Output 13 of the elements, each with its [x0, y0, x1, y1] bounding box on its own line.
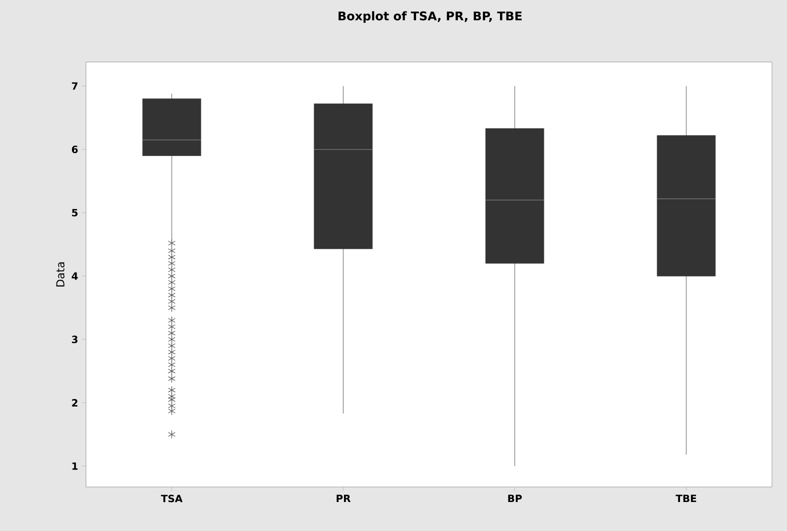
- x-tick-label: BP: [508, 494, 522, 502]
- x-tick-label: TSA: [160, 494, 183, 502]
- y-tick-label: 3: [72, 336, 78, 344]
- y-axis-title: Data: [56, 262, 64, 286]
- x-tick-label: PR: [336, 494, 351, 502]
- y-tick-label: 1: [72, 462, 78, 470]
- y-tick-label: 2: [72, 399, 78, 406]
- y-tick-label: 4: [72, 272, 78, 280]
- y-tick-label: 6: [72, 146, 78, 154]
- y-tick-label: 7: [72, 82, 78, 90]
- x-tick-label: TBE: [676, 494, 696, 502]
- y-tick-label: 5: [72, 209, 78, 216]
- chart-title: Boxplot of TSA, PR, BP, TBE: [338, 11, 522, 23]
